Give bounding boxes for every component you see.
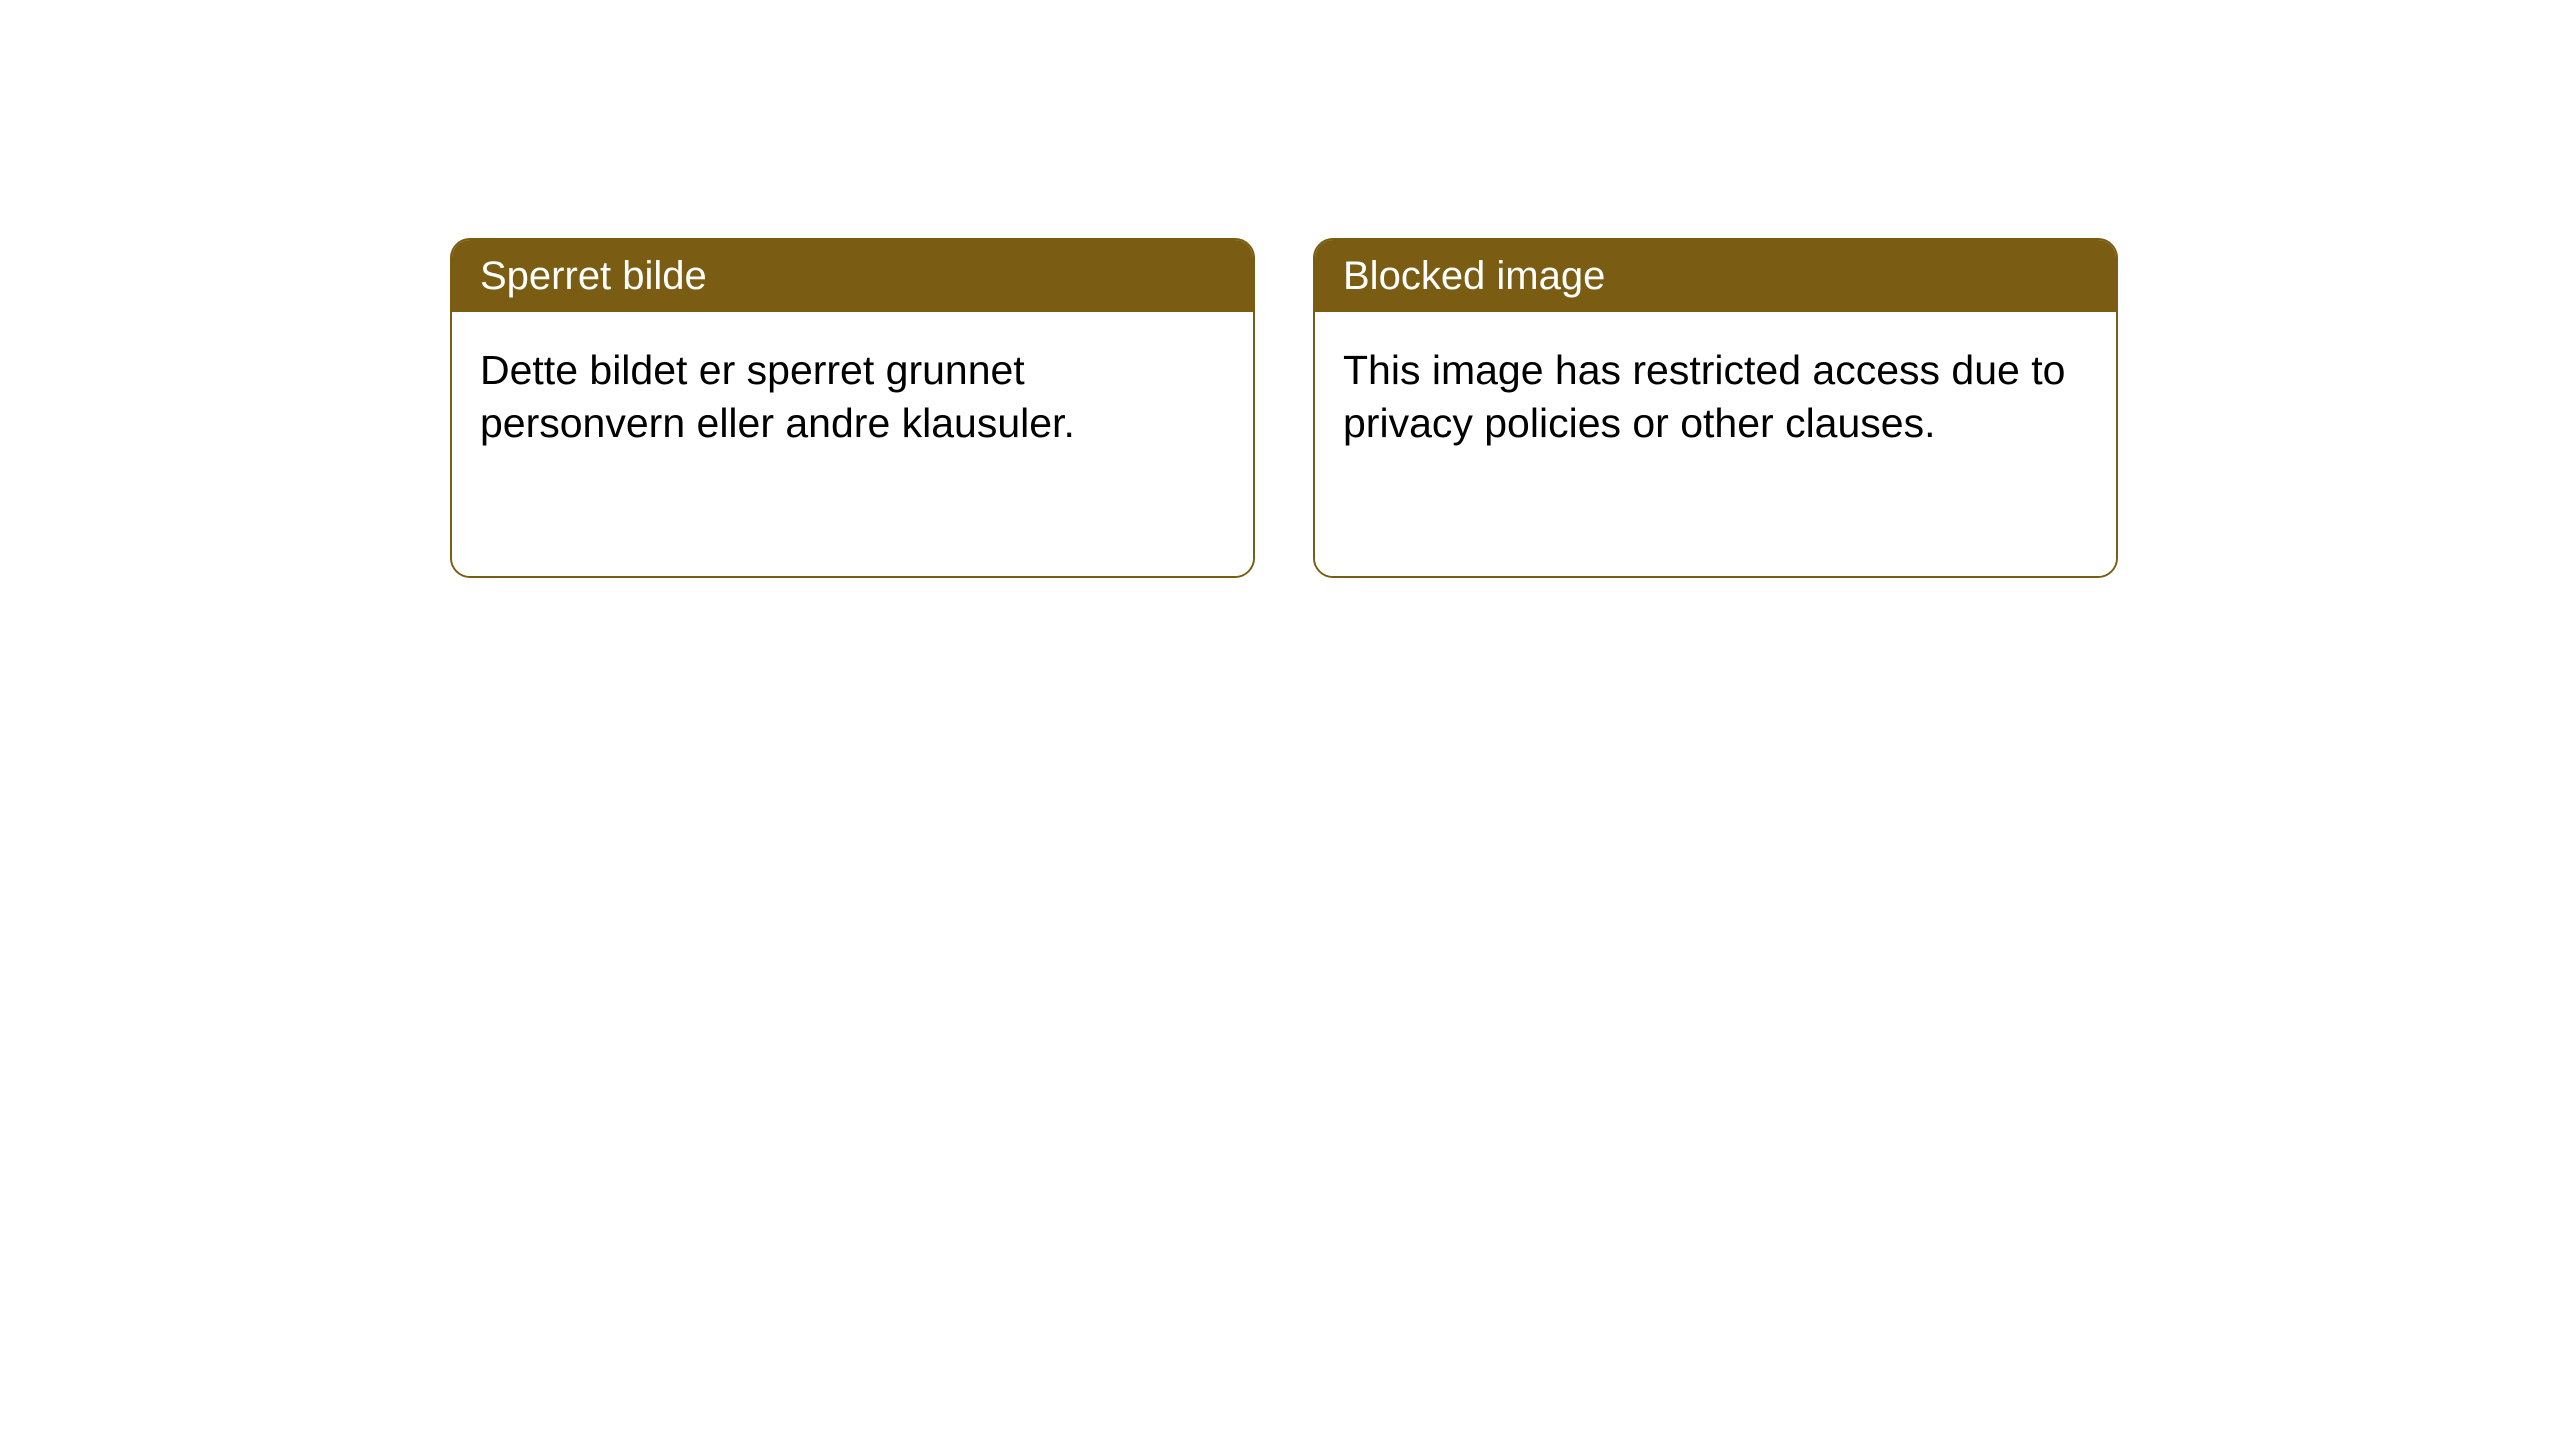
notice-card-english: Blocked image This image has restricted … <box>1313 238 2118 578</box>
notice-container: Sperret bilde Dette bildet er sperret gr… <box>450 238 2118 578</box>
card-body-english: This image has restricted access due to … <box>1315 312 2116 576</box>
card-header-english: Blocked image <box>1315 240 2116 312</box>
card-header-norwegian: Sperret bilde <box>452 240 1253 312</box>
notice-card-norwegian: Sperret bilde Dette bildet er sperret gr… <box>450 238 1255 578</box>
card-body-norwegian: Dette bildet er sperret grunnet personve… <box>452 312 1253 576</box>
